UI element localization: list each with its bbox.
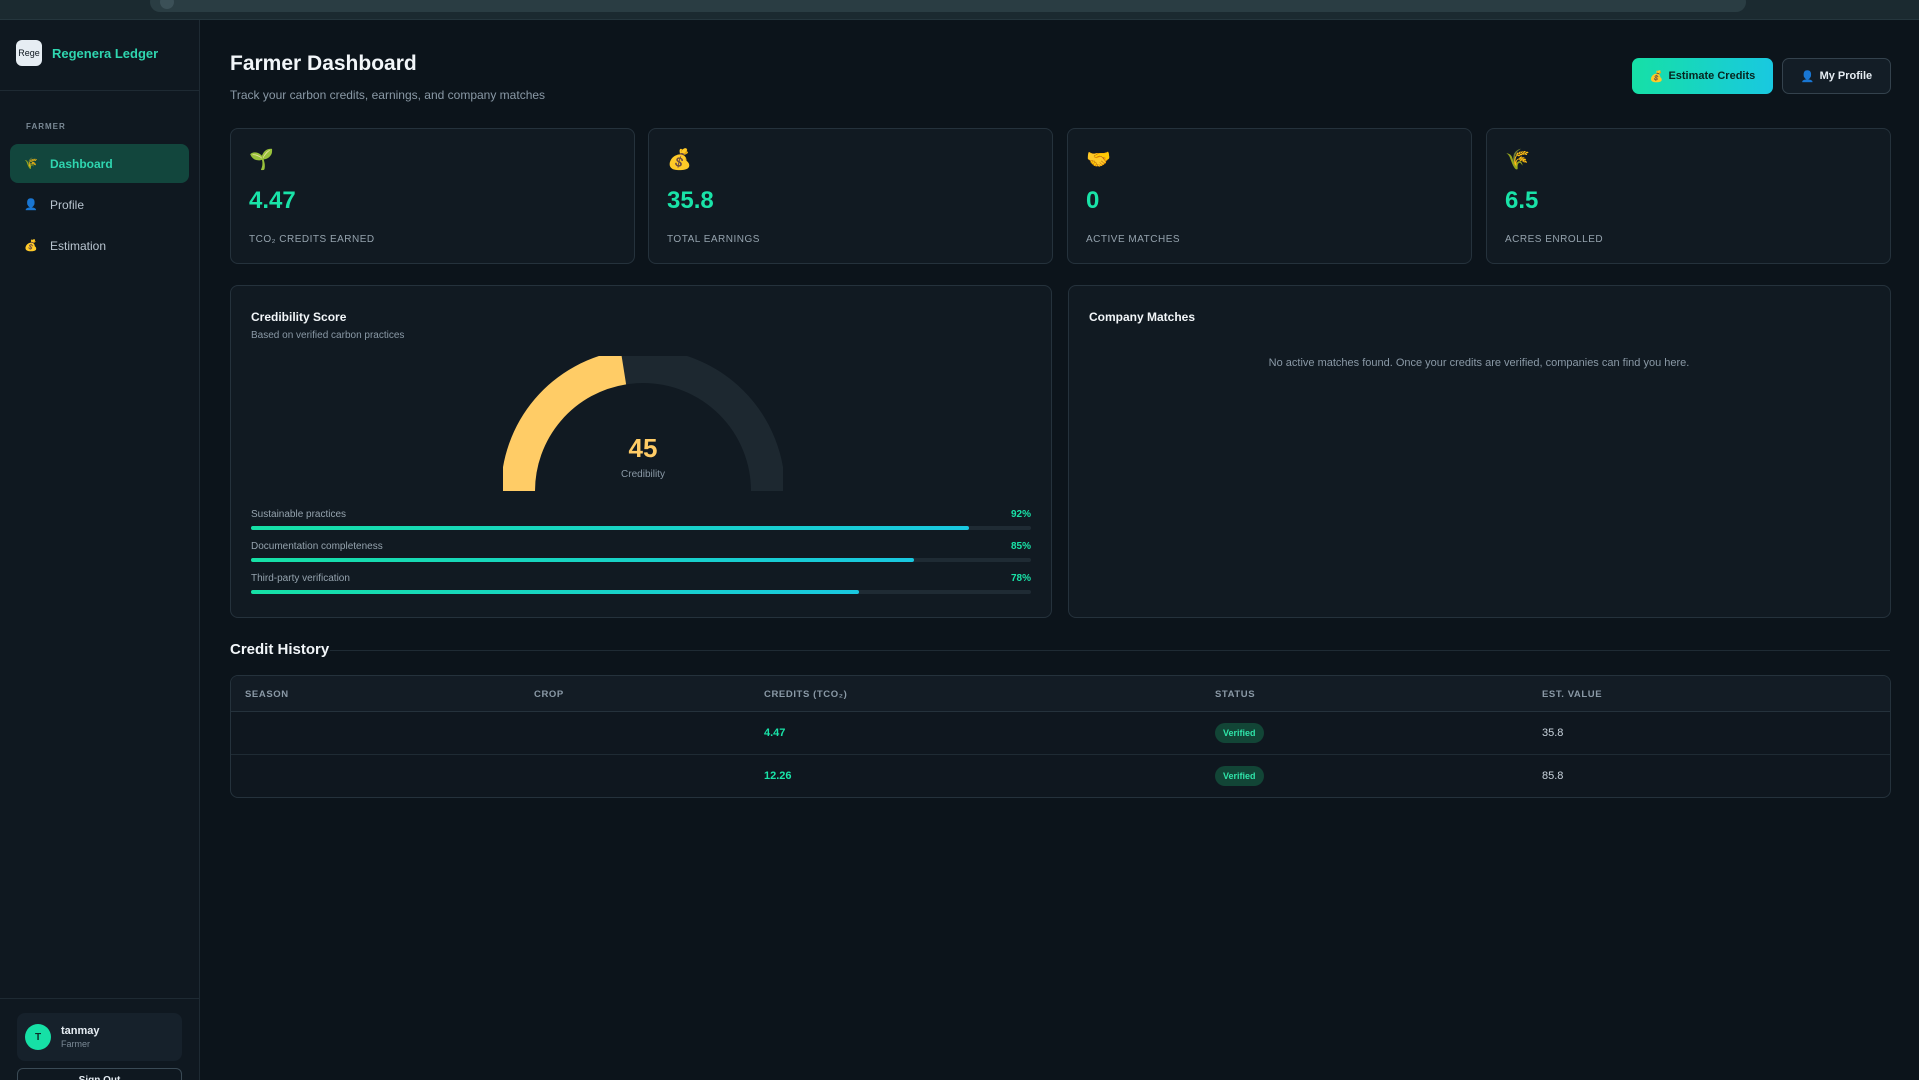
estimate-credits-button[interactable]: 💰 Estimate Credits: [1632, 58, 1773, 94]
stat-card-earnings: 💰 35.8 TOTAL EARNINGS: [648, 128, 1053, 264]
stat-label: ACRES ENROLLED: [1505, 234, 1604, 245]
panel-subtitle: Based on verified carbon practices: [251, 330, 405, 341]
divider: [330, 650, 1890, 651]
user-name: tanmay: [61, 1025, 100, 1037]
user-card[interactable]: T tanmay Farmer: [17, 1013, 182, 1061]
stat-value: 0: [1086, 187, 1100, 214]
brand-logo: Rege: [16, 40, 42, 66]
sign-out-button[interactable]: Sign Out: [17, 1068, 182, 1080]
button-label: Estimate Credits: [1668, 70, 1756, 82]
empty-state-text: No active matches found. Once your credi…: [1268, 357, 1690, 369]
gauge-fill: [501, 350, 627, 492]
page-title: Farmer Dashboard: [230, 52, 417, 75]
stat-value: 35.8: [667, 187, 714, 214]
sidebar-item-dashboard[interactable]: 🌾 Dashboard: [10, 144, 189, 183]
sidebar-section-label: FARMER: [26, 122, 66, 131]
cell-credits: 4.47: [764, 727, 786, 739]
brand[interactable]: Rege Regenera Ledger: [16, 40, 158, 66]
metric-label: Documentation completeness: [251, 541, 383, 552]
metric-track: [251, 558, 1031, 562]
credibility-gauge: 45 Credibility: [501, 349, 785, 506]
sidebar-divider: [0, 998, 200, 999]
sidebar-item-label: Dashboard: [50, 156, 113, 171]
user-icon: 👤: [24, 199, 38, 211]
avatar: T: [25, 1024, 51, 1050]
stat-label: ACTIVE MATCHES: [1086, 234, 1181, 245]
money-bag-icon: 💰: [667, 149, 692, 171]
metric-fill: [251, 526, 969, 530]
column-header-crop[interactable]: CROP: [534, 689, 564, 700]
stat-label: TCO₂ CREDITS EARNED: [249, 234, 375, 245]
gauge-svg: [501, 349, 785, 492]
metric-fill: [251, 590, 860, 594]
column-header-season[interactable]: SEASON: [245, 689, 289, 700]
user-role: Farmer: [61, 1039, 90, 1049]
sidebar-item-estimation[interactable]: 💰 Estimation: [10, 226, 189, 265]
address-bar[interactable]: [150, 0, 1746, 12]
metric-percent: 92%: [1010, 509, 1031, 520]
panel-title: Credibility Score: [251, 310, 347, 324]
sidebar-divider: [0, 90, 200, 91]
credibility-panel: Credibility Score Based on verified carb…: [230, 285, 1052, 618]
metric-track: [251, 590, 1031, 594]
cell-credits: 12.26: [764, 770, 792, 782]
metric-label: Sustainable practices: [251, 509, 347, 520]
wheat-icon: 🌾: [24, 158, 38, 170]
money-bag-icon: 💰: [1649, 70, 1664, 83]
table-row[interactable]: 12.26 Verified 85.8: [231, 755, 1890, 797]
metric-sustainable-practices: Sustainable practices 92%: [251, 509, 1031, 539]
sidebar-item-label: Profile: [50, 197, 85, 212]
browser-topbar: [0, 0, 1919, 20]
cell-value: 85.8: [1542, 770, 1564, 782]
column-header-value[interactable]: EST. VALUE: [1542, 689, 1603, 700]
table-row[interactable]: 4.47 Verified 35.8: [231, 712, 1890, 755]
metric-percent: 85%: [1010, 541, 1031, 552]
company-matches-panel: Company Matches No active matches found.…: [1068, 285, 1891, 618]
gauge-label: Credibility: [621, 469, 665, 480]
cell-value: 35.8: [1542, 727, 1564, 739]
site-icon: [160, 0, 174, 9]
table-header: SEASON CROP CREDITS (TCO₂) STATUS EST. V…: [231, 676, 1890, 712]
metric-percent: 78%: [1010, 573, 1031, 584]
money-bag-icon: 💰: [24, 240, 38, 252]
handshake-icon: 🤝: [1086, 149, 1111, 171]
gauge-value: 45: [628, 433, 658, 463]
page-subtitle: Track your carbon credits, earnings, and…: [230, 88, 546, 102]
metric-track: [251, 526, 1031, 530]
brand-name: Regenera Ledger: [52, 45, 159, 61]
sidebar-item-profile[interactable]: 👤 Profile: [10, 185, 189, 224]
column-header-status[interactable]: STATUS: [1215, 689, 1256, 700]
user-icon: 👤: [1800, 70, 1815, 83]
stat-label: TOTAL EARNINGS: [667, 234, 760, 245]
stat-card-acres: 🌾 6.5 ACRES ENROLLED: [1486, 128, 1891, 264]
credit-history-title: Credit History: [230, 641, 330, 658]
stat-card-credits: 🌱 4.47 TCO₂ CREDITS EARNED: [230, 128, 635, 264]
sidebar: Rege Regenera Ledger FARMER 🌾 Dashboard …: [0, 20, 200, 1080]
stat-value: 6.5: [1505, 187, 1539, 214]
sidebar-nav: 🌾 Dashboard 👤 Profile 💰 Estimation: [10, 144, 189, 267]
credit-history-table: SEASON CROP CREDITS (TCO₂) STATUS EST. V…: [230, 675, 1891, 798]
sidebar-item-label: Estimation: [50, 238, 107, 253]
stat-value: 4.47: [249, 187, 296, 214]
button-label: My Profile: [1819, 70, 1873, 82]
wheat-icon: 🌾: [1505, 149, 1530, 171]
metric-verification: Third-party verification 78%: [251, 573, 1031, 603]
status-badge: Verified: [1215, 723, 1264, 743]
panel-title: Company Matches: [1089, 310, 1196, 324]
stat-card-matches: 🤝 0 ACTIVE MATCHES: [1067, 128, 1472, 264]
metric-fill: [251, 558, 914, 562]
column-header-credits[interactable]: CREDITS (TCO₂): [764, 689, 848, 700]
metric-label: Third-party verification: [251, 573, 350, 584]
seedling-icon: 🌱: [249, 149, 274, 171]
status-badge: Verified: [1215, 766, 1264, 786]
metric-documentation: Documentation completeness 85%: [251, 541, 1031, 571]
my-profile-button[interactable]: 👤 My Profile: [1782, 58, 1891, 94]
